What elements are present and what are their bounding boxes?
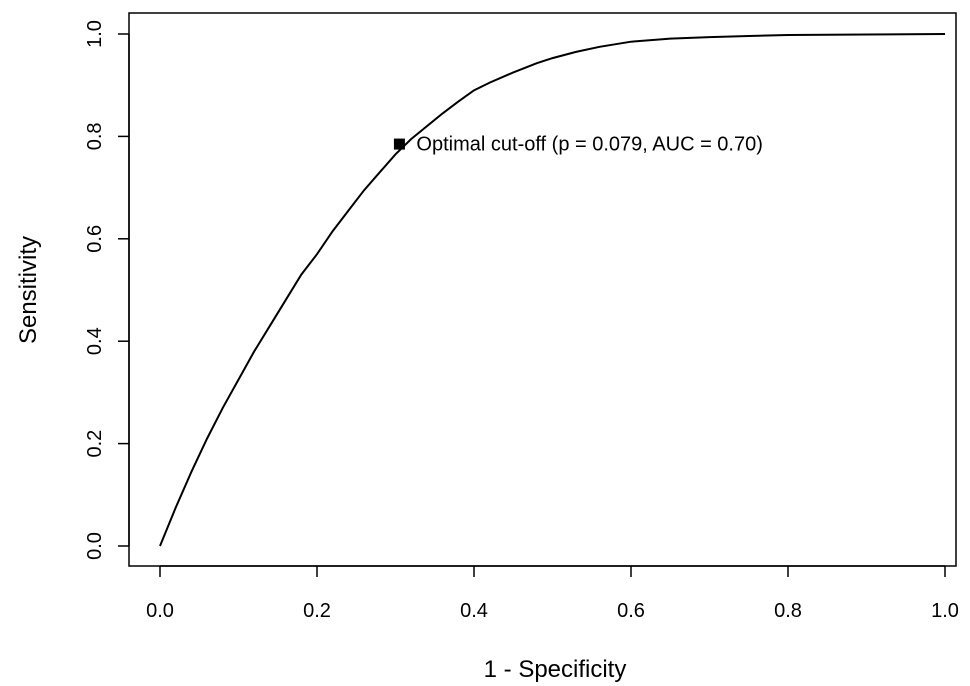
- y-tick-label: 0.0: [84, 532, 106, 560]
- x-axis-title: 1 - Specificity: [484, 656, 627, 683]
- y-tick-label: 0.8: [84, 122, 106, 150]
- y-tick-label: 0.6: [84, 225, 106, 253]
- optimal-cutoff-marker: [393, 138, 405, 150]
- x-tick-label: 0.0: [146, 600, 174, 622]
- x-tick-label: 0.4: [460, 600, 488, 622]
- x-tick-label: 0.2: [303, 600, 331, 622]
- y-axis-title: Sensitivity: [15, 236, 42, 344]
- optimal-cutoff-annotation: Optimal cut-off (p = 0.079, AUC = 0.70): [416, 133, 762, 155]
- y-tick-label: 0.2: [84, 430, 106, 458]
- plot-frame: [128, 12, 957, 567]
- x-tick-label: 0.8: [774, 600, 802, 622]
- y-axis: 0.0 0.2 0.4 0.6 0.8 1.0: [84, 20, 130, 560]
- y-tick-label: 0.4: [84, 327, 106, 355]
- roc-curve-line: [159, 33, 946, 547]
- x-axis: 0.0 0.2 0.4 0.6 0.8 1.0: [146, 565, 959, 622]
- x-tick-label: 0.6: [617, 600, 645, 622]
- y-tick-label: 1.0: [84, 20, 106, 48]
- x-tick-label: 1.0: [931, 600, 959, 622]
